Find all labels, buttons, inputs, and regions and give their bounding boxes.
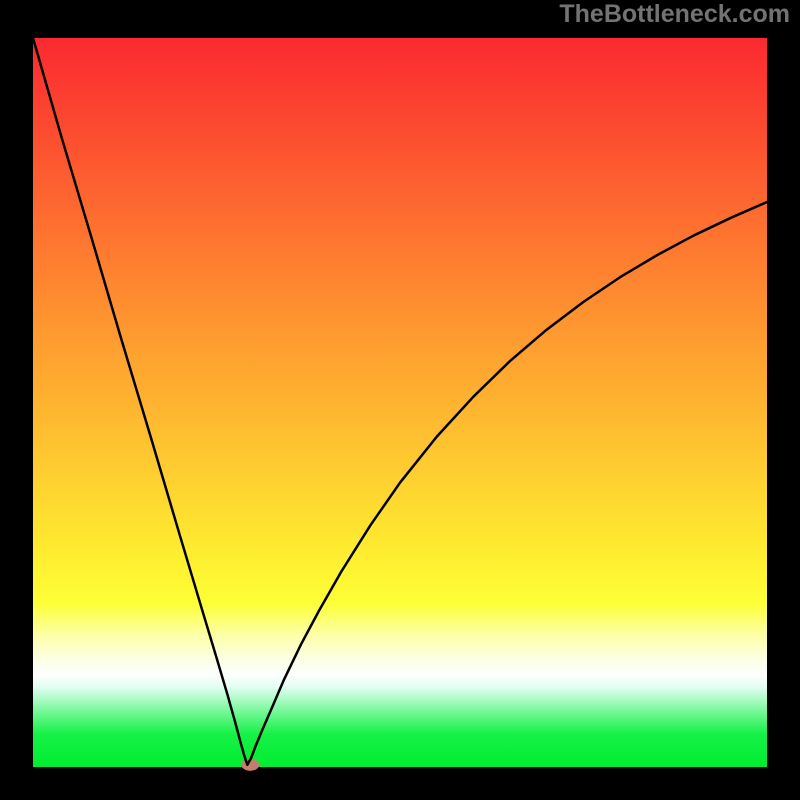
plot-area-gradient [33,38,767,767]
watermark-text: TheBottleneck.com [559,0,790,29]
bottleneck-chart [0,0,800,800]
chart-container: TheBottleneck.com [0,0,800,800]
